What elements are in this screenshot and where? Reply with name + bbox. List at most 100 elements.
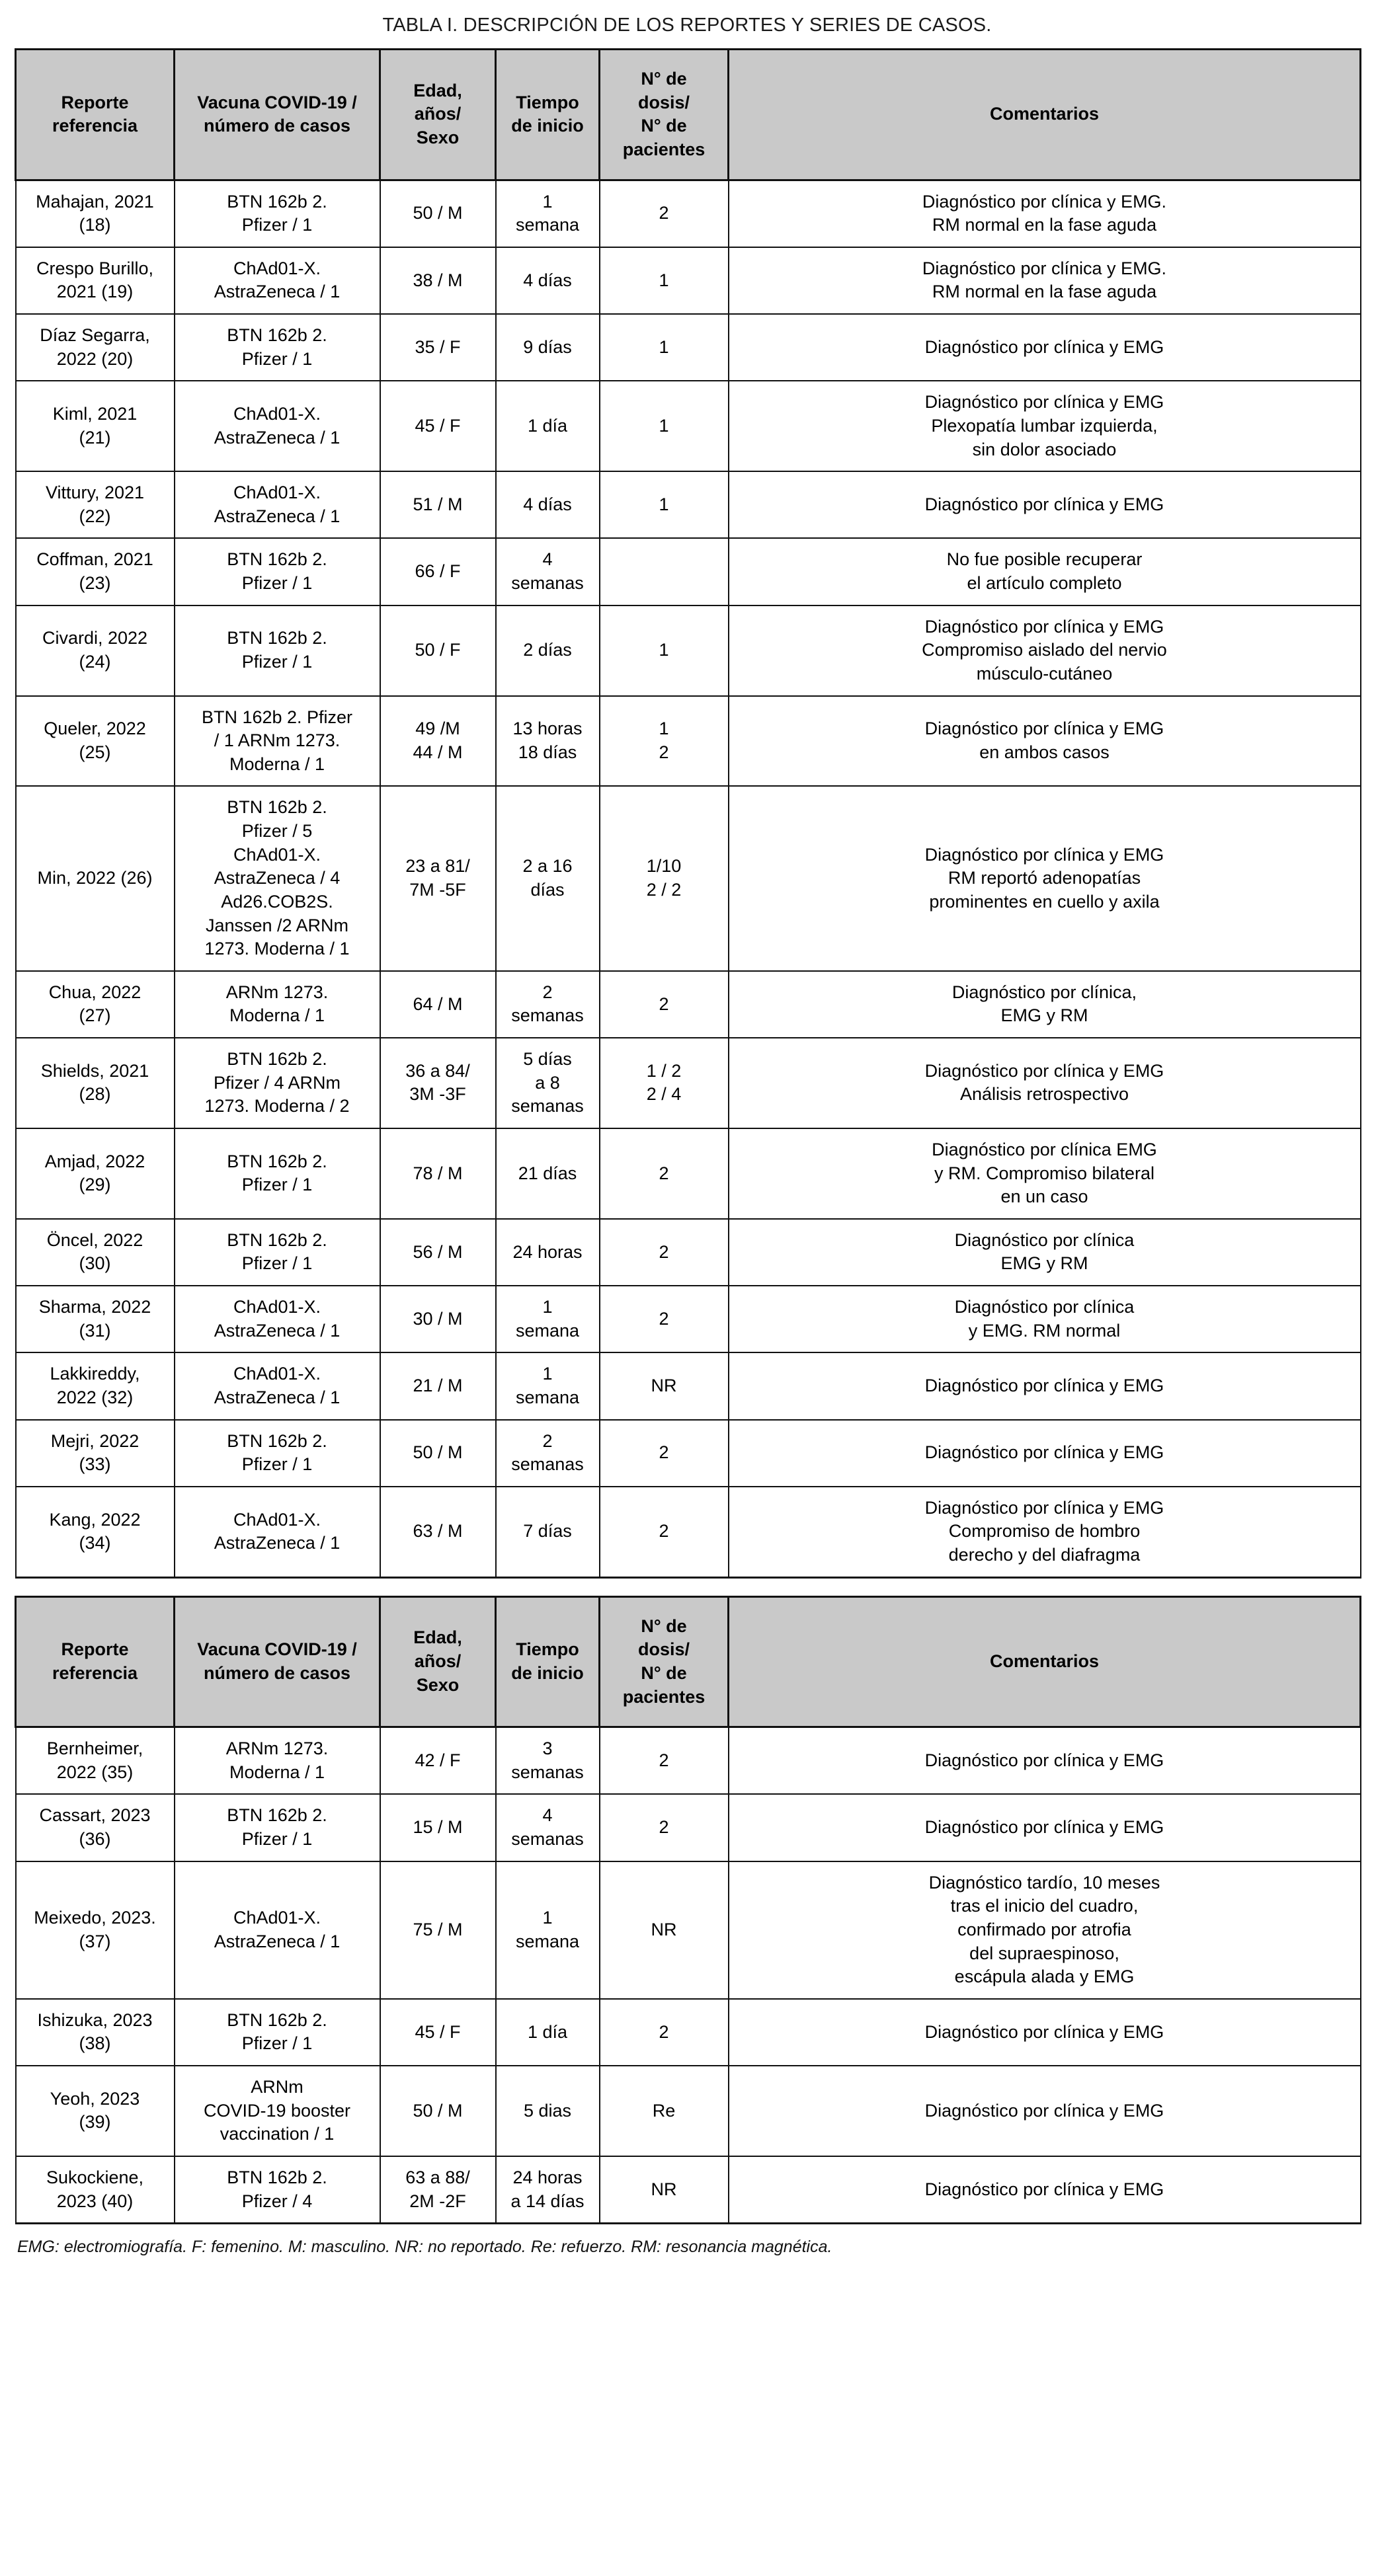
cell-tiempo: 4 semanas [495,1793,600,1862]
cell-dosis: 2 [598,178,729,248]
cell-vacuna: ARNm 1273. Moderna / 1 [173,970,381,1039]
table-row: Kang, 2022 (34) ChAd01-X. AstraZeneca / 1 63… [15,1485,1361,1579]
table-row: Díaz Segarra, 2022 (20) BTN 162b 2. Pfizer … [15,313,1361,382]
cell-dosis: 2 [598,970,729,1039]
cell-edad: 50 / M [379,178,497,248]
cell-vacuna: ChAd01-X. AstraZeneca / 1 [173,471,381,539]
column-header-tiempo: Tiempo de inicio [495,48,600,181]
cell-edad: 38 / M [379,246,497,315]
cell-referencia: Cassart, 2023 (36) [15,1793,175,1862]
cell-edad: 50 / M [379,1419,497,1487]
cell-referencia: Meixedo, 2023. (37) [15,1860,175,2000]
cell-edad: 23 a 81/7M -5F [379,785,497,972]
cell-comentarios: Diagnóstico por clínica y EMG [727,2065,1361,2157]
column-header-edad: Edad, años/Sexo [379,1595,497,1729]
cell-referencia: Chua, 2022 (27) [15,970,175,1039]
cell-dosis [598,537,729,606]
cell-edad: 64 / M [379,970,497,1039]
cell-referencia: Yeoh, 2023 (39) [15,2065,175,2157]
table-row: Amjad, 2022 (29) BTN 162b 2. Pfizer / 1 78 /… [15,1127,1361,1220]
cell-vacuna: ChAd01-X. AstraZeneca / 1 [173,246,381,315]
cell-dosis: 1 [598,471,729,539]
table-title-prefix: TABLA I. [382,15,464,36]
cell-tiempo: 3 semanas [495,1726,600,1795]
cell-tiempo: 24 horas a 14 días [495,2155,600,2225]
cell-vacuna: BTN 162b 2. Pfizer / 1 [173,1793,381,1862]
table-row: Civardi, 2022 (24) BTN 162b 2. Pfizer / 1 50… [15,604,1361,697]
cell-vacuna: BTN 162b 2. Pfizer / 1 [173,178,381,248]
cell-vacuna: BTN 162b 2. Pfizer / 5 ChAd01-X. AstraZenec… [173,785,381,972]
cell-comentarios: Diagnóstico por clínica y EMG [727,1726,1361,1795]
table-row: Crespo Burillo, 2021 (19) ChAd01-X. AstraZe… [15,246,1361,315]
cell-tiempo: 2 a 16 días [495,785,600,972]
cell-edad: 51 / M [379,471,497,539]
cell-tiempo: 9 días [495,313,600,382]
cell-referencia: Kiml, 2021 (21) [15,380,175,473]
cell-vacuna: ChAd01-X. AstraZeneca / 1 [173,1352,381,1421]
cell-comentarios: Diagnóstico por clínica y EMG. RM normal … [727,246,1361,315]
cell-vacuna: BTN 162b 2. Pfizer / 1 [173,1419,381,1487]
cell-referencia: Mejri, 2022 (33) [15,1419,175,1487]
cell-comentarios: Diagnóstico por clínica y EMG en ambos ca… [727,695,1361,787]
cell-referencia: Díaz Segarra, 2022 (20) [15,313,175,382]
table-row: Yeoh, 2023 (39) ARNm COVID-19 booster vaccin… [15,2065,1361,2157]
column-header-dosis: N° de dosis/N° de pacientes [598,1595,729,1729]
table-row: Shields, 2021 (28) BTN 162b 2. Pfizer / 4 A… [15,1037,1361,1129]
column-header-edad: Edad, años/Sexo [379,48,497,181]
cell-referencia: Öncel, 2022 (30) [15,1218,175,1287]
table-row: Vittury, 2021 (22) ChAd01-X. AstraZeneca / … [15,471,1361,539]
cell-vacuna: BTN 162b 2. Pfizer / 1 [173,313,381,382]
cell-dosis: NR [598,1860,729,2000]
cell-comentarios: Diagnóstico por clínica y EMG [727,1793,1361,1862]
cell-vacuna: BTN 162b 2. Pfizer / 4 ARNm 1273. Moderna … [173,1037,381,1129]
cell-tiempo: 24 horas [495,1218,600,1287]
cell-tiempo: 1 día [495,380,600,473]
cell-edad: 45 / F [379,380,497,473]
cell-edad: 50 / M [379,2065,497,2157]
cell-referencia: Min, 2022 (26) [15,785,175,972]
cell-edad: 15 / M [379,1793,497,1862]
cell-edad: 75 / M [379,1860,497,2000]
cell-referencia: Coffman, 2021 (23) [15,537,175,606]
cell-comentarios: Diagnóstico por clínica EMG y RM. Comprom… [727,1127,1361,1220]
cell-tiempo: 4 días [495,471,600,539]
cell-comentarios: Diagnóstico por clínica y EMG RM reportó … [727,785,1361,972]
table-row: Min, 2022 (26) BTN 162b 2. Pfizer / 5 ChAd0… [15,785,1361,972]
cell-edad: 63 a 88/2M -2F [379,2155,497,2225]
cell-tiempo: 5 días a 8 semanas [495,1037,600,1129]
table-title-rest: DESCRIPCIÓN DE LOS REPORTES Y SERIES DE … [463,15,992,36]
cell-edad: 45 / F [379,1998,497,2067]
cell-vacuna: ChAd01-X. AstraZeneca / 1 [173,1485,381,1579]
cell-referencia: Shields, 2021 (28) [15,1037,175,1129]
table-row: Coffman, 2021 (23) BTN 162b 2. Pfizer / 1 66… [15,537,1361,606]
cell-referencia: Amjad, 2022 (29) [15,1127,175,1220]
cell-comentarios: Diagnóstico por clínica y EMG Plexopatía … [727,380,1361,473]
cell-vacuna: BTN 162b 2. Pfizer/ 1 ARNm 1273. Moderna … [173,695,381,787]
cell-referencia: Ishizuka, 2023 (38) [15,1998,175,2067]
table-footnote: EMG: electromiografía. F: femenino. M: m… [17,2238,832,2257]
column-header-vacuna: Vacuna COVID-19 /número de casos [173,1595,381,1729]
cell-vacuna: ARNm 1273. Moderna / 1 [173,1726,381,1795]
table-row: Bernheimer, 2022 (35) ARNm 1273. Moderna / … [15,1726,1361,1795]
cell-dosis: NR [598,2155,729,2225]
cell-comentarios: Diagnóstico por clínica y EMG [727,1352,1361,1421]
cell-edad: 78 / M [379,1127,497,1220]
cell-referencia: Crespo Burillo, 2021 (19) [15,246,175,315]
cell-comentarios: Diagnóstico por clínica y EMG [727,1419,1361,1487]
cell-tiempo: 2 semanas [495,1419,600,1487]
cell-tiempo: 2 días [495,604,600,697]
cell-comentarios: Diagnóstico por clínica, EMG y RM [727,970,1361,1039]
cell-dosis: 1/10 2 / 2 [598,785,729,972]
cell-dosis: 2 [598,1419,729,1487]
table-row: Öncel, 2022 (30) BTN 162b 2. Pfizer / 1 56 /… [15,1218,1361,1287]
cell-edad: 66 / F [379,537,497,606]
cell-referencia: Queler, 2022 (25) [15,695,175,787]
cell-tiempo: 4 semanas [495,537,600,606]
cell-edad: 49 /M 44 / M [379,695,497,787]
cell-dosis: 2 [598,1998,729,2067]
column-header-comentarios: Comentarios [727,48,1361,181]
cell-edad: 63 / M [379,1485,497,1579]
cell-referencia: Lakkireddy, 2022 (32) [15,1352,175,1421]
cell-comentarios: No fue posible recuperar el artículo comp… [727,537,1361,606]
